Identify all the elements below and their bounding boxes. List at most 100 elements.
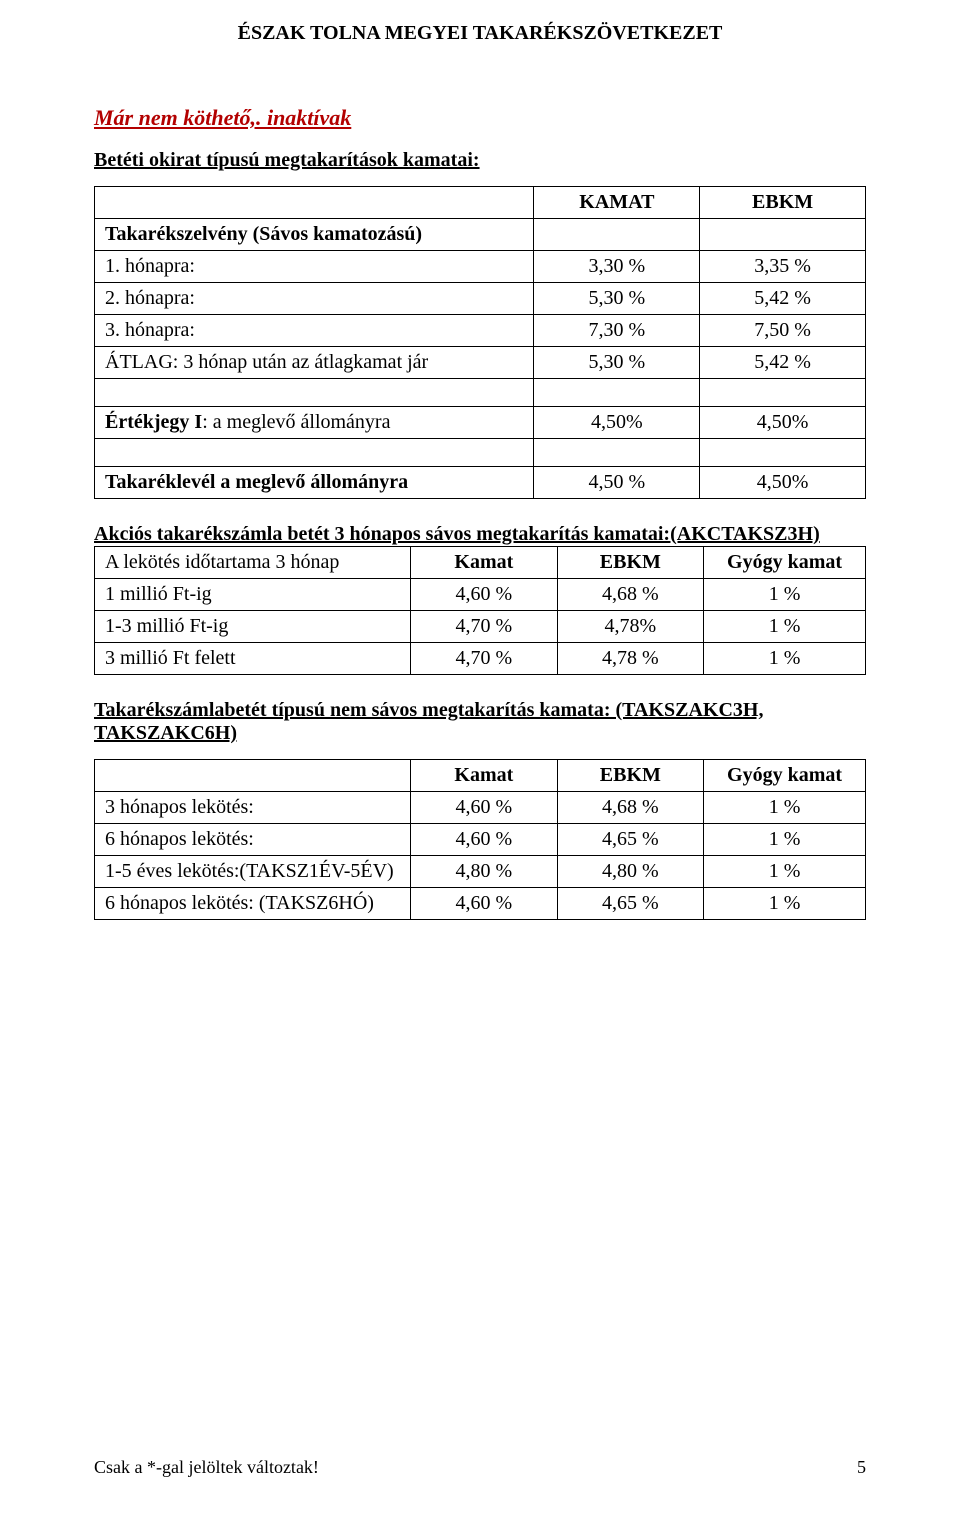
cell-kamat: 4,50 % (534, 467, 700, 499)
section-title-inactive: Már nem köthető,. inaktívak (94, 105, 866, 131)
page-header: ÉSZAK TOLNA MEGYEI TAKARÉKSZÖVETKEZET (94, 22, 866, 45)
subsection-akctaksz3h: Akciós takarékszámla betét 3 hónapos sáv… (94, 523, 866, 546)
row-label: 3. hónapra: (95, 315, 534, 347)
row-label: Értékjegy I: a meglevő állományra (95, 407, 534, 439)
table-row: Kamat EBKM Gyógy kamat (95, 760, 866, 792)
empty-cell (534, 219, 700, 251)
col-header-ebkm: EBKM (557, 547, 703, 579)
cell-ebkm: 4,65 % (557, 824, 703, 856)
cell-ebkm: 4,50% (700, 467, 866, 499)
table-row: 6 hónapos lekötés: 4,60 % 4,65 % 1 % (95, 824, 866, 856)
ertek-label-rest: : a meglevő állományra (202, 411, 390, 433)
page: ÉSZAK TOLNA MEGYEI TAKARÉKSZÖVETKEZET Má… (0, 0, 960, 1518)
col-header-gyogy: Gyógy kamat (704, 760, 866, 792)
row-label: 2. hónapra: (95, 283, 534, 315)
table-row: 1 millió Ft-ig 4,60 % 4,68 % 1 % (95, 579, 866, 611)
row-label: 1 millió Ft-ig (95, 579, 411, 611)
row-label: Takaréklevél a meglevő állományra (95, 467, 534, 499)
cell-kamat: 4,50% (534, 407, 700, 439)
cell-ebkm: 5,42 % (700, 347, 866, 379)
row-label: 1-5 éves lekötés:(TAKSZ1ÉV-5ÉV) (95, 856, 411, 888)
row-label: 1-3 millió Ft-ig (95, 611, 411, 643)
row-label: ÁTLAG: 3 hónap után az átlagkamat jár (95, 347, 534, 379)
row-label: 1. hónapra: (95, 251, 534, 283)
cell-kamat: 5,30 % (534, 283, 700, 315)
cell-kamat: 4,80 % (411, 856, 557, 888)
empty-cell (95, 760, 411, 792)
table-row: 3 hónapos lekötés: 4,60 % 4,68 % 1 % (95, 792, 866, 824)
ertek-label-bold: Értékjegy I (105, 411, 202, 433)
takszakc-line1: Takarékszámlabetét típusú nem sávos megt… (94, 699, 763, 721)
table-row (95, 379, 866, 407)
table-row: KAMAT EBKM (95, 187, 866, 219)
cell-ebkm: 4,78% (557, 611, 703, 643)
page-number: 5 (857, 1457, 866, 1478)
col-header-kamat: Kamat (411, 760, 557, 792)
row-label: 6 hónapos lekötés: (95, 824, 411, 856)
cell-kamat: 4,60 % (411, 824, 557, 856)
cell-ebkm: 4,78 % (557, 643, 703, 675)
table-row: A lekötés időtartama 3 hónap Kamat EBKM … (95, 547, 866, 579)
empty-cell (700, 219, 866, 251)
row-label: A lekötés időtartama 3 hónap (95, 547, 411, 579)
table-row: 6 hónapos lekötés: (TAKSZ6HÓ) 4,60 % 4,6… (95, 888, 866, 920)
page-footer: Csak a *-gal jelöltek változtak! 5 (94, 1457, 866, 1478)
table-row: 2. hónapra: 5,30 % 5,42 % (95, 283, 866, 315)
table-row: Takarékszelvény (Sávos kamatozású) (95, 219, 866, 251)
cell-kamat: 4,70 % (411, 643, 557, 675)
row-label: 3 hónapos lekötés: (95, 792, 411, 824)
cell-gyogy: 1 % (704, 611, 866, 643)
empty-cell (700, 379, 866, 407)
row-label: 3 millió Ft felett (95, 643, 411, 675)
cell-kamat: 4,60 % (411, 579, 557, 611)
col-header-ebkm: EBKM (700, 187, 866, 219)
cell-ebkm: 4,80 % (557, 856, 703, 888)
cell-gyogy: 1 % (704, 824, 866, 856)
cell-gyogy: 1 % (704, 579, 866, 611)
table-row: Takaréklevél a meglevő állományra 4,50 %… (95, 467, 866, 499)
empty-cell (700, 439, 866, 467)
col-header-ebkm: EBKM (557, 760, 703, 792)
cell-ebkm: 5,42 % (700, 283, 866, 315)
cell-gyogy: 1 % (704, 643, 866, 675)
cell-gyogy: 1 % (704, 792, 866, 824)
col-header-kamat: KAMAT (534, 187, 700, 219)
empty-cell (95, 439, 534, 467)
col-header-gyogy: Gyógy kamat (704, 547, 866, 579)
cell-kamat: 4,60 % (411, 792, 557, 824)
cell-gyogy: 1 % (704, 888, 866, 920)
col-header-kamat: Kamat (411, 547, 557, 579)
cell-ebkm: 4,65 % (557, 888, 703, 920)
table-row (95, 439, 866, 467)
empty-cell (534, 379, 700, 407)
table-row: 3 millió Ft felett 4,70 % 4,78 % 1 % (95, 643, 866, 675)
table-row: 3. hónapra: 7,30 % 7,50 % (95, 315, 866, 347)
cell-ebkm: 4,68 % (557, 792, 703, 824)
cell-gyogy: 1 % (704, 856, 866, 888)
cell-ebkm: 4,68 % (557, 579, 703, 611)
table-akctaksz3h: A lekötés időtartama 3 hónap Kamat EBKM … (94, 546, 866, 675)
table-row: Értékjegy I: a meglevő állományra 4,50% … (95, 407, 866, 439)
table-row: 1-3 millió Ft-ig 4,70 % 4,78% 1 % (95, 611, 866, 643)
empty-cell (534, 439, 700, 467)
empty-cell (95, 379, 534, 407)
cell-kamat: 4,60 % (411, 888, 557, 920)
cell-kamat: 7,30 % (534, 315, 700, 347)
cell-kamat: 5,30 % (534, 347, 700, 379)
cell-ebkm: 4,50% (700, 407, 866, 439)
table-takszakc: Kamat EBKM Gyógy kamat 3 hónapos lekötés… (94, 759, 866, 920)
takszakc-line2: TAKSZAKC6H) (94, 722, 237, 744)
table-row: 1. hónapra: 3,30 % 3,35 % (95, 251, 866, 283)
cell-kamat: 3,30 % (534, 251, 700, 283)
table-row: 1-5 éves lekötés:(TAKSZ1ÉV-5ÉV) 4,80 % 4… (95, 856, 866, 888)
row-label: 6 hónapos lekötés: (TAKSZ6HÓ) (95, 888, 411, 920)
footer-text: Csak a *-gal jelöltek változtak! (94, 1457, 319, 1477)
table-row: ÁTLAG: 3 hónap után az átlagkamat jár 5,… (95, 347, 866, 379)
cell-kamat: 4,70 % (411, 611, 557, 643)
cell-ebkm: 7,50 % (700, 315, 866, 347)
row-label: Takarékszelvény (Sávos kamatozású) (95, 219, 534, 251)
table-betet-okirat: KAMAT EBKM Takarékszelvény (Sávos kamato… (94, 186, 866, 499)
subsection-betet: Betéti okirat típusú megtakarítások kama… (94, 149, 866, 172)
empty-cell (95, 187, 534, 219)
cell-ebkm: 3,35 % (700, 251, 866, 283)
